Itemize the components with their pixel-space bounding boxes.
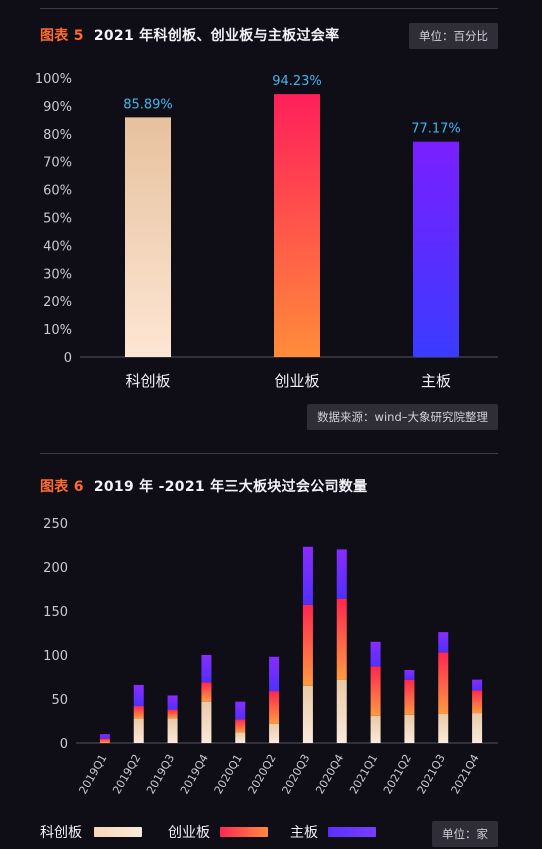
- chart5-bar: [413, 141, 459, 357]
- chart6-bar-segment: [235, 701, 246, 720]
- chart5-ytick: 50%: [43, 212, 72, 227]
- chart5-data-label: 94.23%: [272, 74, 322, 89]
- chart5-data-label: 85.89%: [123, 97, 173, 112]
- middle-divider: [40, 453, 498, 454]
- chart6-bar-segment: [201, 682, 212, 702]
- chart6-bar-segment: [302, 685, 313, 743]
- chart5-svg: 0 10% 20% 30% 40% 50% 60% 70% 80% 90% 100% 85.89% 科创…: [35, 72, 498, 390]
- legend-label-chuangye: 创业板: [168, 825, 210, 841]
- chart6-bar-segment: [438, 632, 449, 653]
- chart5-ytick: 90%: [43, 100, 72, 115]
- chart6-bar-segment: [370, 715, 381, 743]
- legend-label-zhuban: 主板: [290, 825, 318, 841]
- chart5-ytick: 10%: [43, 323, 72, 338]
- chart5-ytick: 30%: [43, 267, 72, 282]
- chart5-xtick: 科创板: [125, 372, 170, 390]
- chart6-ytick: 200: [43, 561, 68, 576]
- legend-swatch-chuangye: [220, 827, 268, 837]
- chart5-bar: [274, 94, 320, 357]
- chart6-bar-segment: [370, 666, 381, 716]
- chart6-bar-segment: [370, 641, 381, 667]
- chart6-bar-segment: [133, 718, 144, 743]
- chart5-ytick: 80%: [43, 128, 72, 143]
- chart6-bar-segment: [472, 679, 483, 691]
- chart6-bar-segment: [269, 691, 280, 724]
- top-divider: [40, 8, 498, 9]
- chart6-ytick: 50: [51, 693, 68, 708]
- chart6-xtick: 2020Q1: [212, 752, 245, 796]
- chart5-xtick: 主板: [421, 372, 451, 390]
- chart6-bar-segment: [235, 732, 246, 743]
- chart6-bar-segment: [302, 546, 313, 605]
- chart6-bar-segment: [99, 738, 110, 743]
- chart6-bar-segment: [404, 679, 415, 715]
- chart6-bar-segment: [167, 709, 178, 719]
- chart6-xtick: 2019Q4: [178, 752, 211, 796]
- chart6-bar-segment: [302, 604, 313, 686]
- chart6-bar-segment: [404, 669, 415, 680]
- legend-item-kechuang: 科创板: [40, 822, 142, 842]
- chart5-ytick: 60%: [43, 184, 72, 199]
- chart6-bar-segment: [269, 656, 280, 692]
- figure6-label: 图表 6: [40, 479, 84, 495]
- chart6-xtick: 2021Q4: [449, 752, 482, 796]
- figure6-unit-badge: 单位：家: [432, 821, 498, 847]
- chart5-ytick: 40%: [43, 239, 72, 254]
- chart6-ytick: 0: [60, 737, 68, 752]
- chart5-ytick: 70%: [43, 156, 72, 171]
- chart6-bar-segment: [133, 684, 144, 707]
- chart6-bar-segment: [438, 652, 449, 714]
- figure5-header: 图表 5 2021 年科创板、创业板与主板过会率: [40, 25, 339, 45]
- chart6-xtick: 2019Q3: [144, 752, 177, 796]
- chart6-xtick: 2020Q4: [313, 752, 346, 796]
- chart6-bar-segment: [404, 714, 415, 743]
- chart5-ytick: 100%: [35, 72, 72, 87]
- chart6-ytick: 250: [43, 517, 68, 532]
- chart6-bar-segment: [133, 706, 144, 719]
- chart5-ytick: 0: [64, 351, 72, 366]
- figure5-label: 图表 5: [40, 28, 84, 44]
- chart6-bar-segment: [167, 718, 178, 743]
- chart6-ytick: 150: [43, 605, 68, 620]
- figure6-title: 2019 年 -2021 年三大板块过会公司数量: [93, 479, 368, 495]
- legend-swatch-kechuang: [94, 827, 142, 837]
- legend-swatch-zhuban: [328, 827, 376, 837]
- chart6-ytick: 100: [43, 649, 68, 664]
- chart6-xtick: 2021Q3: [415, 752, 448, 796]
- chart5-bar: [125, 117, 171, 357]
- chart5-xtick: 创业板: [274, 372, 319, 390]
- chart5-ytick: 20%: [43, 295, 72, 310]
- chart6-xtick: 2021Q2: [381, 752, 414, 796]
- chart6-xtick: 2019Q2: [110, 752, 143, 796]
- chart6-bar-segment: [336, 679, 347, 743]
- chart6-xtick: 2020Q3: [279, 752, 312, 796]
- chart6-bar-segment: [336, 549, 347, 599]
- chart5-data-label: 77.17%: [411, 122, 461, 137]
- chart6-xtick: 2021Q1: [347, 752, 380, 796]
- chart6-bar-segment: [201, 701, 212, 743]
- chart6-bar-segment: [438, 713, 449, 743]
- chart6-bar-segment: [472, 713, 483, 743]
- chart6-xtick: 2019Q1: [76, 752, 109, 796]
- chart6-bar-segment: [167, 695, 178, 710]
- legend-item-zhuban: 主板: [290, 822, 376, 842]
- legend-item-chuangye: 创业板: [168, 822, 268, 842]
- chart6-xtick: 2020Q2: [246, 752, 279, 796]
- figure5-title: 2021 年科创板、创业板与主板过会率: [93, 28, 340, 44]
- chart6-bar-segment: [235, 719, 246, 733]
- figure5-unit-badge: 单位：百分比: [409, 23, 498, 49]
- legend-label-kechuang: 科创板: [40, 825, 82, 841]
- chart6-bar-segment: [269, 723, 280, 743]
- figure6-header: 图表 6 2019 年 -2021 年三大板块过会公司数量: [40, 476, 367, 496]
- figure5-source-badge: 数据来源：wind–大象研究院整理: [307, 404, 498, 430]
- chart6-bar-segment: [336, 598, 347, 680]
- chart6-bar-segment: [201, 655, 212, 683]
- chart6-bar-segment: [99, 734, 110, 739]
- chart6-bar-segment: [472, 690, 483, 714]
